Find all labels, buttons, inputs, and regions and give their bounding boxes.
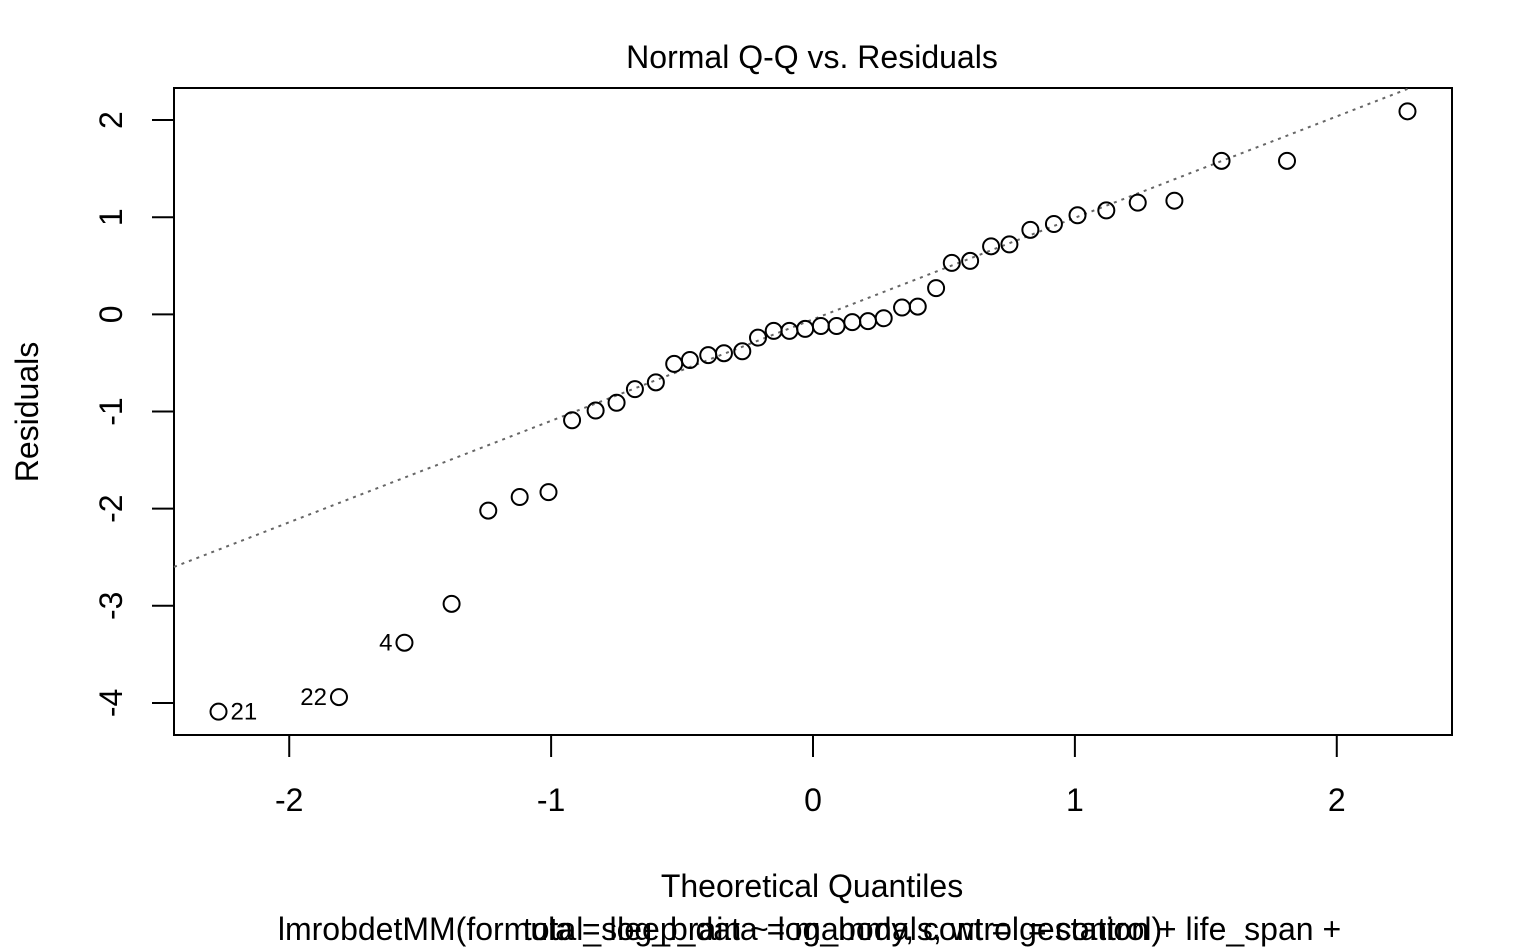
point-label: 4 [379,630,392,657]
x-axis: -2 -1 0 1 2 [275,734,1346,818]
x-tick-label: -2 [275,782,303,818]
data-point [209,702,228,721]
data-point [586,401,605,420]
data-point [1128,193,1147,212]
subtitle-line-2: total_sleep_data = mammals, wt = gestati… [523,911,1341,947]
chart-title: Normal Q-Q vs. Residuals [626,39,998,75]
y-tick-label: 1 [93,208,129,226]
data-point [479,501,498,520]
data-point [1278,151,1297,170]
data-point [395,633,414,652]
data-point [893,298,912,317]
data-point [607,393,626,412]
data-point [699,346,718,365]
data-point [843,313,862,332]
data-point [1165,191,1184,210]
data-point [714,344,733,363]
y-tick-label: 0 [93,305,129,323]
y-tick-label: -4 [93,689,129,717]
y-tick-label: -1 [93,397,129,425]
data-point [680,351,699,370]
data-point [1068,206,1087,225]
data-point [908,297,927,316]
data-point [858,312,877,331]
y-axis: -4 -3 -2 -1 0 1 2 [93,111,175,717]
reference-line [173,88,1408,568]
x-tick-label: 2 [1328,782,1346,818]
data-point [796,319,815,338]
point-label: 21 [231,699,258,726]
data-point [1044,215,1063,234]
x-axis-title: Theoretical Quantiles [661,868,963,904]
y-tick-label: -2 [93,494,129,522]
data-points [209,102,1417,721]
point-labels: 21 22 4 [231,630,393,726]
y-tick-label: -3 [93,592,129,620]
data-point [749,328,768,347]
data-point [563,411,582,430]
x-tick-label: 0 [804,782,822,818]
data-point [625,380,644,399]
y-axis-title: Residuals [9,342,45,483]
subtitle-line-1: lmrobdetMM(formula = log_brain ~ log_bod… [278,911,1162,947]
data-point [927,279,946,298]
data-point [811,317,830,336]
x-tick-label: 1 [1066,782,1084,818]
data-point [961,251,980,270]
data-point [665,354,684,373]
data-point [510,487,529,506]
data-point [780,321,799,340]
data-point [942,253,961,272]
data-point [764,321,783,340]
data-point [1212,151,1231,170]
data-point [1021,220,1040,239]
data-point [442,594,461,613]
point-label: 22 [300,684,327,711]
y-tick-label: 2 [93,111,129,129]
data-point [1097,201,1116,220]
data-point [827,317,846,336]
data-point [329,688,348,707]
data-point [874,309,893,328]
data-point [1000,235,1019,254]
data-point [733,342,752,361]
data-point [982,237,1001,256]
plot-frame [173,87,1453,736]
data-point [539,483,558,502]
data-point [1398,102,1417,121]
data-point [646,373,665,392]
x-tick-label: -1 [537,782,565,818]
